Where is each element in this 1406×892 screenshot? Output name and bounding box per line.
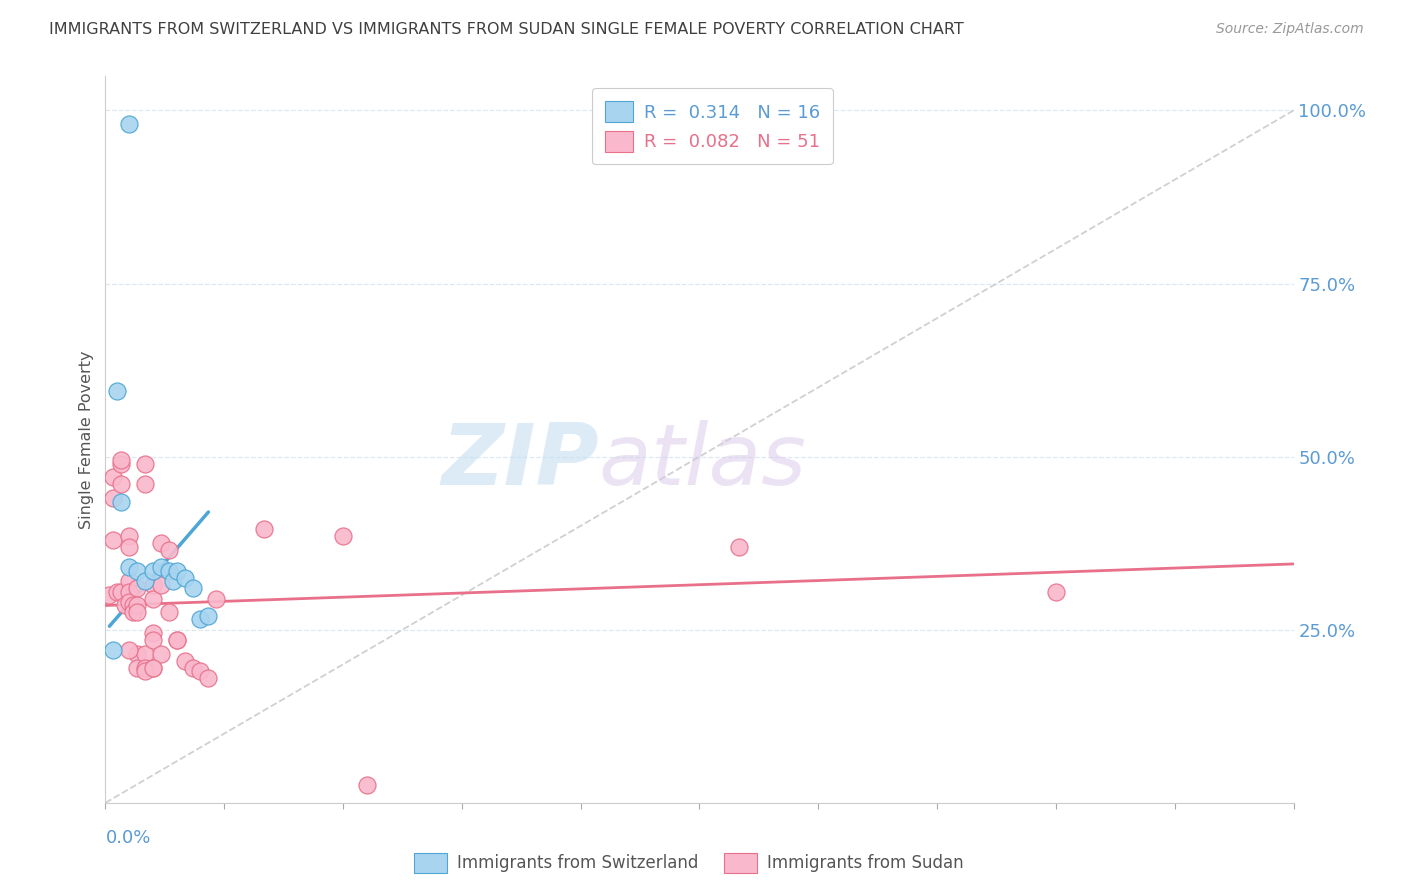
Point bbox=[118, 595, 141, 609]
Point bbox=[127, 581, 149, 595]
Point bbox=[105, 384, 128, 398]
Point bbox=[205, 591, 228, 606]
Point bbox=[134, 574, 156, 589]
Point bbox=[122, 606, 145, 620]
Point bbox=[197, 671, 219, 685]
Point bbox=[190, 665, 212, 679]
Point bbox=[118, 540, 141, 554]
Point bbox=[190, 612, 212, 626]
Point bbox=[162, 574, 184, 589]
Point bbox=[127, 564, 149, 578]
Point bbox=[103, 533, 125, 547]
Point bbox=[118, 560, 141, 574]
Point bbox=[332, 529, 354, 543]
Point bbox=[122, 599, 145, 613]
Point bbox=[114, 599, 136, 613]
Point bbox=[110, 453, 132, 467]
Text: IMMIGRANTS FROM SWITZERLAND VS IMMIGRANTS FROM SUDAN SINGLE FEMALE POVERTY CORRE: IMMIGRANTS FROM SWITZERLAND VS IMMIGRANT… bbox=[49, 22, 965, 37]
Point bbox=[127, 599, 149, 613]
Point bbox=[118, 584, 141, 599]
Point bbox=[197, 608, 219, 623]
Point bbox=[127, 661, 149, 675]
Point bbox=[142, 626, 165, 640]
Point bbox=[173, 654, 195, 668]
Point bbox=[142, 661, 165, 675]
Point bbox=[105, 584, 128, 599]
Point bbox=[166, 633, 188, 648]
Point bbox=[142, 591, 165, 606]
Point bbox=[103, 470, 125, 484]
Point bbox=[127, 606, 149, 620]
Point bbox=[118, 117, 141, 131]
Point bbox=[253, 522, 276, 536]
Point bbox=[103, 643, 125, 657]
Legend: Immigrants from Switzerland, Immigrants from Sudan: Immigrants from Switzerland, Immigrants … bbox=[408, 847, 970, 880]
Point bbox=[728, 540, 751, 554]
Point bbox=[157, 564, 180, 578]
Point bbox=[98, 588, 121, 602]
Point bbox=[127, 647, 149, 661]
Text: Source: ZipAtlas.com: Source: ZipAtlas.com bbox=[1216, 22, 1364, 37]
Point bbox=[134, 477, 156, 491]
Point bbox=[110, 584, 132, 599]
Point bbox=[134, 647, 156, 661]
Point bbox=[142, 661, 165, 675]
Point bbox=[157, 606, 180, 620]
Point bbox=[142, 578, 165, 592]
Point bbox=[103, 491, 125, 505]
Point bbox=[110, 494, 132, 508]
Point bbox=[142, 633, 165, 648]
Point bbox=[134, 665, 156, 679]
Point bbox=[134, 661, 156, 675]
Point bbox=[149, 578, 172, 592]
Point bbox=[149, 536, 172, 550]
Point bbox=[166, 633, 188, 648]
Point bbox=[118, 643, 141, 657]
Y-axis label: Single Female Poverty: Single Female Poverty bbox=[79, 350, 94, 529]
Legend: R =  0.314   N = 16, R =  0.082   N = 51: R = 0.314 N = 16, R = 0.082 N = 51 bbox=[592, 88, 832, 164]
Point bbox=[149, 647, 172, 661]
Point bbox=[1045, 584, 1067, 599]
Point bbox=[134, 457, 156, 471]
Point bbox=[356, 779, 378, 793]
Point bbox=[149, 560, 172, 574]
Text: atlas: atlas bbox=[599, 419, 807, 502]
Point bbox=[157, 543, 180, 558]
Point bbox=[181, 661, 204, 675]
Point bbox=[118, 574, 141, 589]
Text: ZIP: ZIP bbox=[441, 419, 599, 502]
Point bbox=[110, 457, 132, 471]
Point bbox=[118, 529, 141, 543]
Point bbox=[142, 564, 165, 578]
Point bbox=[110, 477, 132, 491]
Text: 0.0%: 0.0% bbox=[105, 829, 150, 847]
Point bbox=[181, 581, 204, 595]
Point bbox=[166, 564, 188, 578]
Point bbox=[173, 571, 195, 585]
